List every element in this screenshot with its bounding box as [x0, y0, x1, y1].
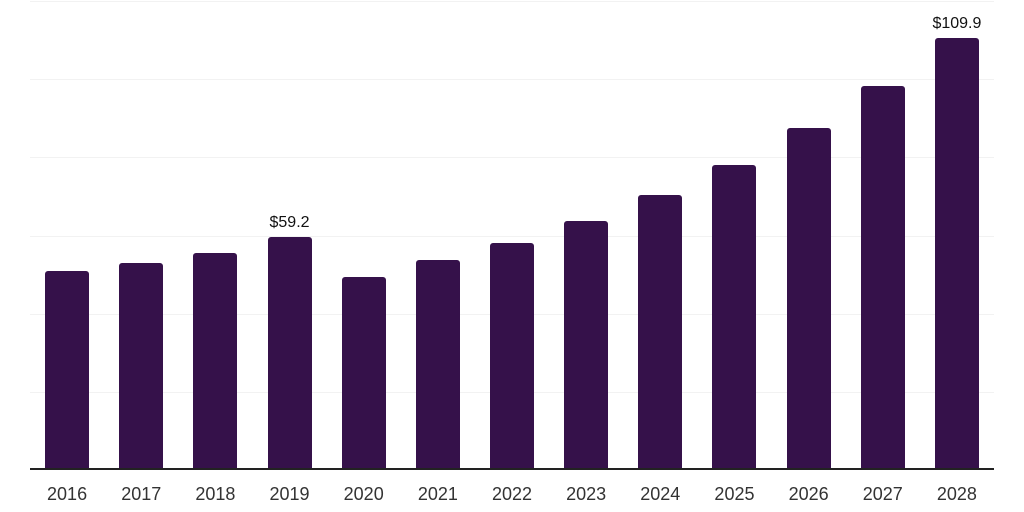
x-axis-label-2016: 2016	[47, 484, 88, 504]
bar-2027	[860, 86, 905, 468]
x-axis-label-2022: 2022	[491, 484, 533, 504]
x-axis-label-2023: 2023	[566, 484, 607, 504]
x-axis-label-2025: 2025	[714, 484, 755, 504]
bar-2028	[934, 38, 979, 468]
bar-2017	[119, 262, 164, 468]
bar-2025	[712, 164, 757, 468]
x-axis-label-2027: 2027	[862, 484, 903, 504]
bar-2020	[341, 276, 386, 468]
x-axis-label-2028: 2028	[936, 484, 977, 504]
bar-2026	[786, 127, 831, 468]
x-axis-label-2021: 2021	[417, 484, 458, 504]
x-axis-label-2017: 2017	[121, 484, 162, 504]
x-axis-label-2020: 2020	[343, 484, 384, 504]
bar-2016	[45, 270, 90, 468]
bar-2021	[415, 260, 460, 468]
data-label-2019: $59.2	[269, 213, 310, 231]
gridline-80	[30, 157, 994, 159]
data-label-2028: $109.9	[932, 15, 982, 33]
gridline-120	[30, 1, 994, 2]
x-axis-label-2019: 2019	[269, 484, 310, 504]
bar-2023	[564, 220, 609, 468]
bar-2022	[490, 242, 534, 468]
bar-2019	[267, 236, 312, 468]
x-axis-label-2026: 2026	[788, 484, 829, 504]
bar-2018	[193, 253, 238, 468]
bar-2024	[638, 194, 683, 468]
x-axis: 2016 2017 2018 2019 2020 2021 2022 2023 2024 2025…	[30, 472, 994, 512]
gridline-100	[30, 79, 994, 81]
x-axis-label-2018: 2018	[195, 484, 236, 504]
plot-area: $59.2 $109.9	[30, 1, 994, 470]
gridline-60	[30, 235, 994, 237]
x-axis-label-2024: 2024	[640, 484, 681, 504]
